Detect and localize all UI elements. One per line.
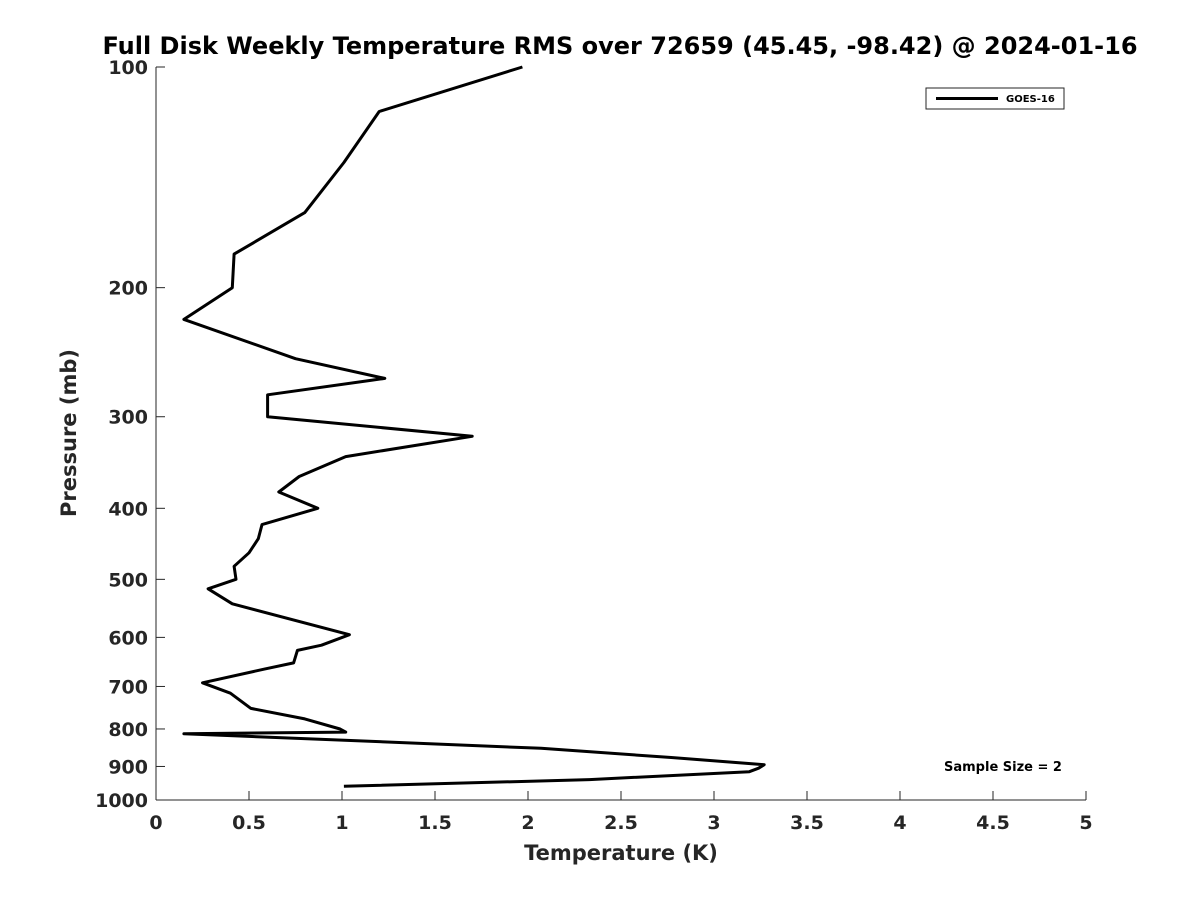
x-tick-label: 4 bbox=[893, 812, 906, 834]
y-tick-label: 600 bbox=[108, 627, 148, 649]
x-tick-label: 5 bbox=[1079, 812, 1092, 834]
x-tick-label: 4.5 bbox=[976, 812, 1010, 834]
legend-label-goes16: GOES-16 bbox=[1006, 94, 1055, 105]
x-axis-label: Temperature (K) bbox=[524, 841, 718, 865]
x-tick-label: 0 bbox=[149, 812, 162, 834]
x-tick-label: 3.5 bbox=[790, 812, 824, 834]
y-tick-label: 700 bbox=[108, 676, 148, 698]
y-tick-label: 400 bbox=[108, 498, 148, 520]
chart-title: Full Disk Weekly Temperature RMS over 72… bbox=[102, 32, 1137, 60]
y-tick-label: 100 bbox=[108, 57, 148, 79]
x-tick-label: 1.5 bbox=[418, 812, 452, 834]
y-tick-label: 500 bbox=[108, 569, 148, 591]
x-axis-ticks: 0 0.5 1 1.5 2 2.5 3 3.5 4 4.5 5 bbox=[149, 791, 1093, 834]
y-axis-label: Pressure (mb) bbox=[57, 349, 81, 517]
x-tick-label: 2 bbox=[521, 812, 534, 834]
x-tick-label: 3 bbox=[707, 812, 720, 834]
sample-size-annotation: Sample Size = 2 bbox=[944, 760, 1062, 775]
plot-area bbox=[182, 65, 766, 788]
legend: GOES-16 bbox=[925, 87, 1065, 110]
y-tick-label: 300 bbox=[108, 407, 148, 429]
x-tick-label: 1 bbox=[335, 812, 348, 834]
series-line-goes-16 bbox=[182, 65, 766, 788]
x-tick-label: 2.5 bbox=[604, 812, 638, 834]
x-tick-label: 0.5 bbox=[232, 812, 266, 834]
y-tick-label: 800 bbox=[108, 719, 148, 741]
y-tick-label: 200 bbox=[108, 278, 148, 300]
y-tick-label: 900 bbox=[108, 756, 148, 778]
y-axis-ticks: 100 200 300 400 500 600 700 800 900 1000 bbox=[95, 57, 165, 812]
y-tick-label: 1000 bbox=[95, 790, 148, 812]
